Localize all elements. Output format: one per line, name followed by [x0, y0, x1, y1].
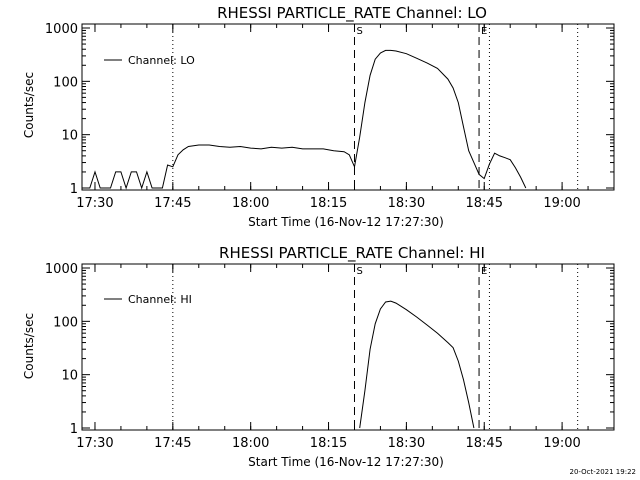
x-tick-label: 18:30 — [388, 436, 425, 451]
legend-label: Channel: LO — [128, 54, 195, 67]
x-tick-label: 18:30 — [388, 196, 425, 211]
y-tick-label: 1000 — [45, 22, 78, 37]
x-tick-label: 18:15 — [310, 196, 347, 211]
x-tick-label: 17:30 — [76, 436, 113, 451]
y-axis-label: Counts/sec — [22, 72, 36, 138]
time-marker-label: S — [356, 266, 362, 277]
series-line-lo — [84, 49, 527, 190]
y-tick-label: 10 — [61, 129, 78, 144]
time-marker-label: E — [481, 26, 487, 37]
plot-frame — [81, 263, 615, 431]
legend-label: Channel: HI — [128, 293, 192, 306]
time-marker-label: E — [481, 266, 487, 277]
series-line-hi — [359, 300, 475, 429]
legend: Channel: LO — [104, 54, 195, 67]
x-tick-label: 19:00 — [543, 436, 580, 451]
x-tick-label: 17:30 — [76, 196, 113, 211]
x-ticks: 17:30 17:45 18:00 18:15 18:30 18:45 19:00 — [76, 24, 615, 211]
x-ticks: 17:30 17:45 18:00 18:15 18:30 18:45 19:00 — [76, 264, 615, 451]
y-axis-label: Counts/sec — [22, 313, 36, 379]
y-tick-label: 10 — [61, 369, 78, 384]
x-tick-label: 18:15 — [310, 436, 347, 451]
time-marker-label: S — [356, 26, 362, 37]
y-tick-label: 100 — [53, 75, 78, 90]
x-tick-label: 18:45 — [466, 436, 503, 451]
y-tick-label: 1 — [70, 422, 78, 437]
x-axis-label: Start Time (16-Nov-12 17:27:30) — [248, 455, 444, 469]
y-tick-label: 1 — [70, 182, 78, 197]
x-tick-label: 18:00 — [232, 436, 269, 451]
x-tick-label: 18:45 — [466, 196, 503, 211]
chart-title: RHESSI PARTICLE_RATE Channel: HI — [219, 244, 485, 263]
chart-title: RHESSI PARTICLE_RATE Channel: LO — [217, 4, 487, 23]
x-tick-label: 19:00 — [543, 196, 580, 211]
footer-timestamp: 20-Oct-2021 19:22 — [570, 468, 636, 476]
y-tick-label: 100 — [53, 315, 78, 330]
y-ticks: 1 10 100 1000 — [45, 22, 614, 197]
x-tick-label: 17:45 — [154, 436, 191, 451]
y-tick-label: 1000 — [45, 262, 78, 277]
x-axis-label: Start Time (16-Nov-12 17:27:30) — [248, 215, 444, 229]
x-tick-label: 18:00 — [232, 196, 269, 211]
plot-frame — [81, 23, 615, 191]
chart-panel-lo: RHESSI PARTICLE_RATE Channel: LO Counts/… — [22, 4, 615, 229]
x-tick-label: 17:45 — [154, 196, 191, 211]
y-ticks: 1 10 100 1000 — [45, 262, 614, 437]
legend: Channel: HI — [104, 293, 192, 306]
chart-panel-hi: RHESSI PARTICLE_RATE Channel: HI Counts/… — [22, 244, 615, 469]
